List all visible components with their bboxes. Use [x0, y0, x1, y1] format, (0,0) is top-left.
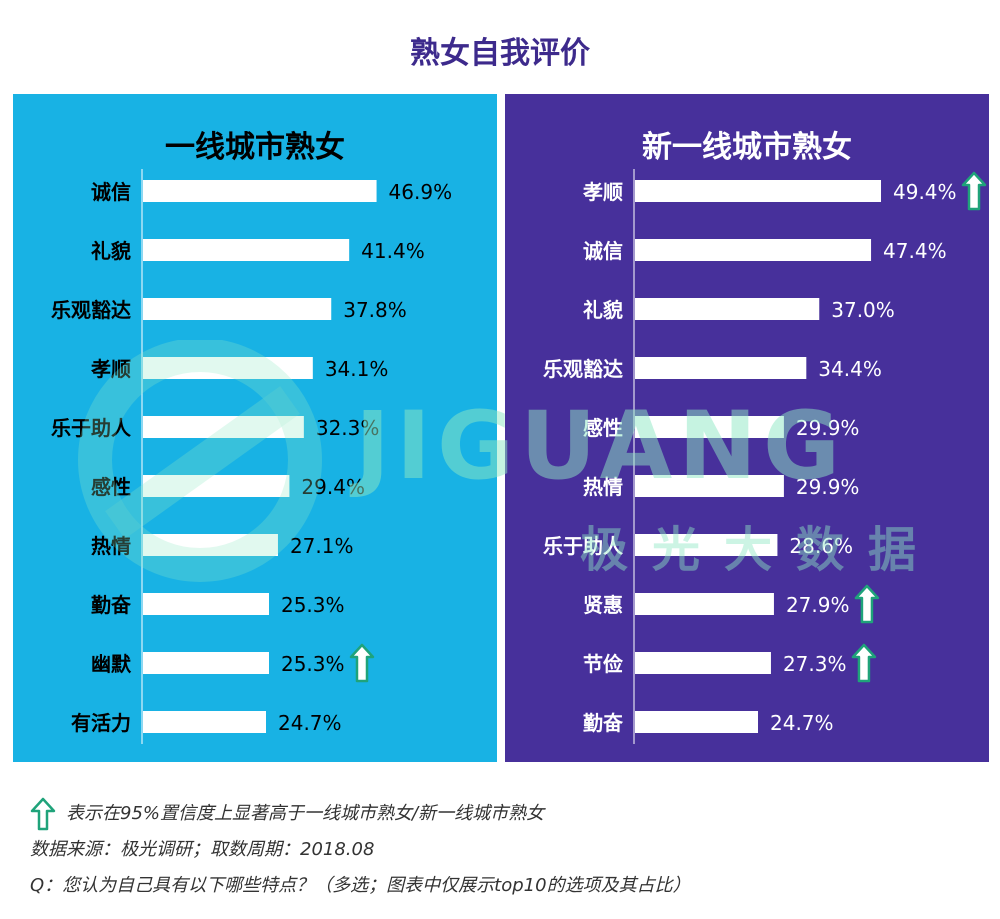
up-arrow-icon	[30, 797, 56, 831]
value-label: 32.3%	[316, 416, 380, 440]
value-label: 49.4%	[893, 180, 957, 204]
bar	[635, 534, 778, 556]
up-arrow-icon	[349, 643, 375, 683]
category-label: 乐观豁达	[51, 298, 131, 322]
bar	[143, 239, 350, 261]
page-title: 熟女自我评价	[410, 36, 590, 71]
category-label: 热情	[583, 475, 623, 499]
category-label: 贤惠	[583, 593, 623, 617]
chart-title-first-tier: 一线城市熟女	[165, 130, 345, 165]
value-label: 29.4%	[301, 475, 365, 499]
bar	[143, 416, 304, 438]
up-arrow-icon	[854, 584, 880, 624]
bar	[143, 593, 269, 615]
bar	[143, 357, 313, 379]
category-label: 礼貌	[91, 239, 131, 263]
bar	[143, 180, 377, 202]
bar	[635, 652, 771, 674]
bar	[635, 475, 784, 497]
source-text: 数据来源：极光调研；取数周期：2018.08	[30, 839, 375, 860]
value-label: 37.0%	[831, 298, 895, 322]
category-label: 诚信	[91, 180, 131, 204]
bar	[635, 416, 784, 438]
category-label: 有活力	[71, 711, 131, 735]
value-label: 37.8%	[343, 298, 407, 322]
category-label: 节俭	[583, 652, 623, 676]
value-label: 25.3%	[281, 593, 345, 617]
category-label: 乐于助人	[543, 534, 624, 558]
bar	[143, 711, 267, 733]
value-label: 41.4%	[361, 239, 425, 263]
bar	[143, 652, 269, 674]
bar	[143, 475, 290, 497]
value-label: 34.1%	[325, 357, 389, 381]
bar	[635, 711, 759, 733]
bar-chart-first-tier: 诚信 46.9% 礼貌 41.4% 乐观豁达 37.8% 孝顺 34.1% 乐于助人 32.3% 感…	[51, 169, 453, 744]
category-label: 乐观豁达	[543, 357, 623, 381]
chart-panel-new-first-tier: 新一线城市熟女 孝顺 49.4% 诚信 47.4% 礼貌 37.0% 乐观豁达 34.4% 感性…	[505, 94, 989, 762]
value-label: 24.7%	[770, 711, 834, 735]
category-label: 勤奋	[91, 593, 132, 617]
legend-text: 表示在95%置信度上显著高于一线城市熟女/新一线城市熟女	[66, 803, 545, 824]
legend-note: 表示在95%置信度上显著高于一线城市熟女/新一线城市熟女	[30, 796, 990, 832]
bar	[143, 534, 278, 556]
chart-panel-first-tier: 一线城市熟女 诚信 46.9% 礼貌 41.4% 乐观豁达 37.8% 孝顺 34.1% 乐于助…	[13, 94, 497, 762]
category-label: 孝顺	[90, 357, 131, 381]
bar	[635, 298, 820, 320]
bar	[635, 593, 774, 615]
question-text: Q：您认为自己具有以下哪些特点？（多选；图表中仅展示top10的选项及其占比）	[30, 875, 691, 896]
category-label: 诚信	[583, 239, 623, 263]
bar	[635, 239, 872, 261]
category-label: 孝顺	[582, 180, 623, 204]
value-label: 47.4%	[883, 239, 947, 263]
bar-chart-new-first-tier: 孝顺 49.4% 诚信 47.4% 礼貌 37.0% 乐观豁达 34.4% 感性 29.9% 热情 2…	[543, 169, 987, 744]
value-label: 25.3%	[281, 652, 345, 676]
value-label: 34.4%	[818, 357, 882, 381]
value-label: 27.9%	[786, 593, 850, 617]
category-label: 幽默	[91, 652, 132, 676]
value-label: 29.9%	[796, 416, 860, 440]
chart-title-new-first-tier: 新一线城市熟女	[642, 130, 852, 165]
value-label: 27.1%	[290, 534, 354, 558]
bar	[635, 180, 882, 202]
value-label: 46.9%	[389, 180, 453, 204]
source-note: 数据来源：极光调研；取数周期：2018.08	[30, 832, 990, 868]
bar	[143, 298, 332, 320]
value-label: 24.7%	[278, 711, 342, 735]
up-arrow-icon	[961, 171, 987, 211]
category-label: 感性	[91, 475, 131, 499]
category-label: 热情	[91, 534, 131, 558]
category-label: 勤奋	[583, 711, 624, 735]
bar	[635, 357, 807, 379]
value-label: 28.6%	[789, 534, 853, 558]
up-arrow-icon	[851, 643, 877, 683]
value-label: 27.3%	[783, 652, 847, 676]
footnotes: 表示在95%置信度上显著高于一线城市熟女/新一线城市熟女 数据来源：极光调研；取…	[30, 796, 990, 904]
category-label: 礼貌	[583, 298, 623, 322]
category-label: 感性	[583, 416, 623, 440]
category-label: 乐于助人	[51, 416, 132, 440]
question-note: Q：您认为自己具有以下哪些特点？（多选；图表中仅展示top10的选项及其占比）	[30, 868, 990, 904]
value-label: 29.9%	[796, 475, 860, 499]
